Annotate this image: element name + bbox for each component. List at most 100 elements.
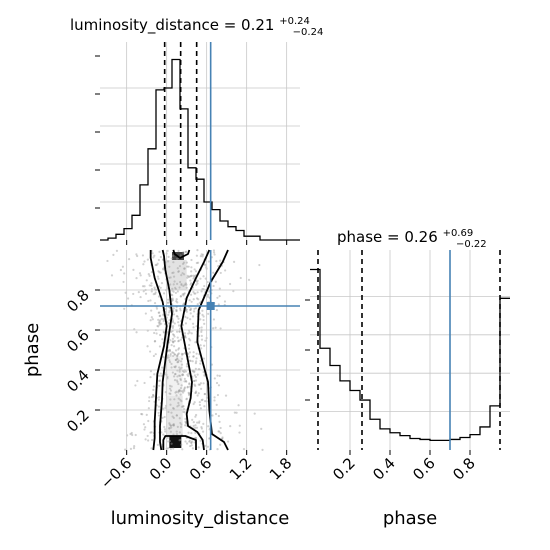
sample-point [195,283,198,286]
sample-point [171,254,175,257]
sample-point [190,282,193,285]
sample-point [158,311,161,314]
sample-point [195,352,198,355]
sample-point [191,315,195,318]
sample-point [160,322,163,325]
sample-point [175,309,178,312]
sample-point [127,258,131,261]
sample-point [179,295,183,298]
sample-point [163,415,166,419]
sample-point [200,326,203,329]
sample-point [214,280,217,283]
sample-point [181,373,184,376]
sample-point [193,401,196,404]
sample-point [192,310,196,313]
sample-point [176,354,179,357]
sample-point [157,258,160,262]
sample-point [172,313,176,316]
sample-point [158,323,161,326]
sample-point [191,369,194,373]
sample-point [189,307,193,310]
sample-point [159,255,162,259]
sample-point [158,314,162,317]
sample-point [153,373,156,376]
sample-point [184,282,187,285]
sample-point [184,421,187,424]
sample-point [167,255,170,259]
sample-point [168,384,172,387]
sample-point [203,322,206,325]
sample-point [177,270,180,273]
sample-point [141,254,145,257]
sample-point [143,428,146,431]
sample-point [183,267,186,270]
sample-point [179,378,182,382]
sample-point [156,443,159,446]
sample-point [221,437,224,440]
sample-point [115,249,119,252]
sample-point [190,441,193,444]
quantile-and-truth-lines [317,250,501,450]
sample-point [192,326,195,329]
sample-point [185,380,188,383]
sample-point [215,381,219,385]
sample-point [200,334,203,337]
sample-point [196,249,199,252]
sample-point [161,338,164,341]
sample-point [182,294,185,297]
sample-point [169,339,172,342]
sample-point [131,433,134,437]
sample-point [186,265,189,268]
contour-line-inner [162,435,197,450]
sample-point [185,250,188,253]
sample-point [168,359,171,362]
sample-point [183,332,187,335]
sample-point [186,276,189,279]
sample-point [199,382,203,385]
sample-point [190,444,193,447]
sample-point [193,383,196,386]
sample-point [168,427,171,430]
sample-point [208,290,211,293]
sample-point [219,327,222,330]
sample-point [187,265,190,268]
sample-point [189,359,192,363]
sample-point [136,379,139,383]
sample-point [166,260,170,263]
sample-point [177,340,180,343]
sample-point [184,336,187,339]
sample-point [157,277,160,280]
sample-point [180,283,183,287]
sample-point [177,339,180,342]
sample-point [202,315,205,318]
sample-point [182,388,186,391]
sample-point [155,263,158,267]
sample-point [218,295,221,298]
sample-point [179,307,182,310]
sample-point [110,274,114,277]
sample-point [189,283,192,286]
sample-point [190,270,193,273]
sample-point [159,333,162,337]
sample-point [139,274,142,277]
sample-point [179,360,183,363]
tick-marks [95,289,288,455]
phase-x-axis-label: phase [383,508,437,529]
sample-point [198,383,201,386]
sample-point [199,407,202,410]
sample-point [130,431,133,435]
sample-point [175,315,179,318]
sample-point [167,410,170,414]
sample-point [142,263,145,266]
x-tick-label: 0.8 [449,454,479,484]
sample-point [194,391,197,395]
sample-point [172,271,175,274]
sample-point [171,271,174,275]
sample-point [193,307,196,310]
contour-line-mid [149,250,168,451]
sample-point [171,299,175,302]
sample-point [182,284,185,288]
sample-point [150,447,153,450]
grid-lines [100,250,300,450]
sample-point [178,417,181,420]
